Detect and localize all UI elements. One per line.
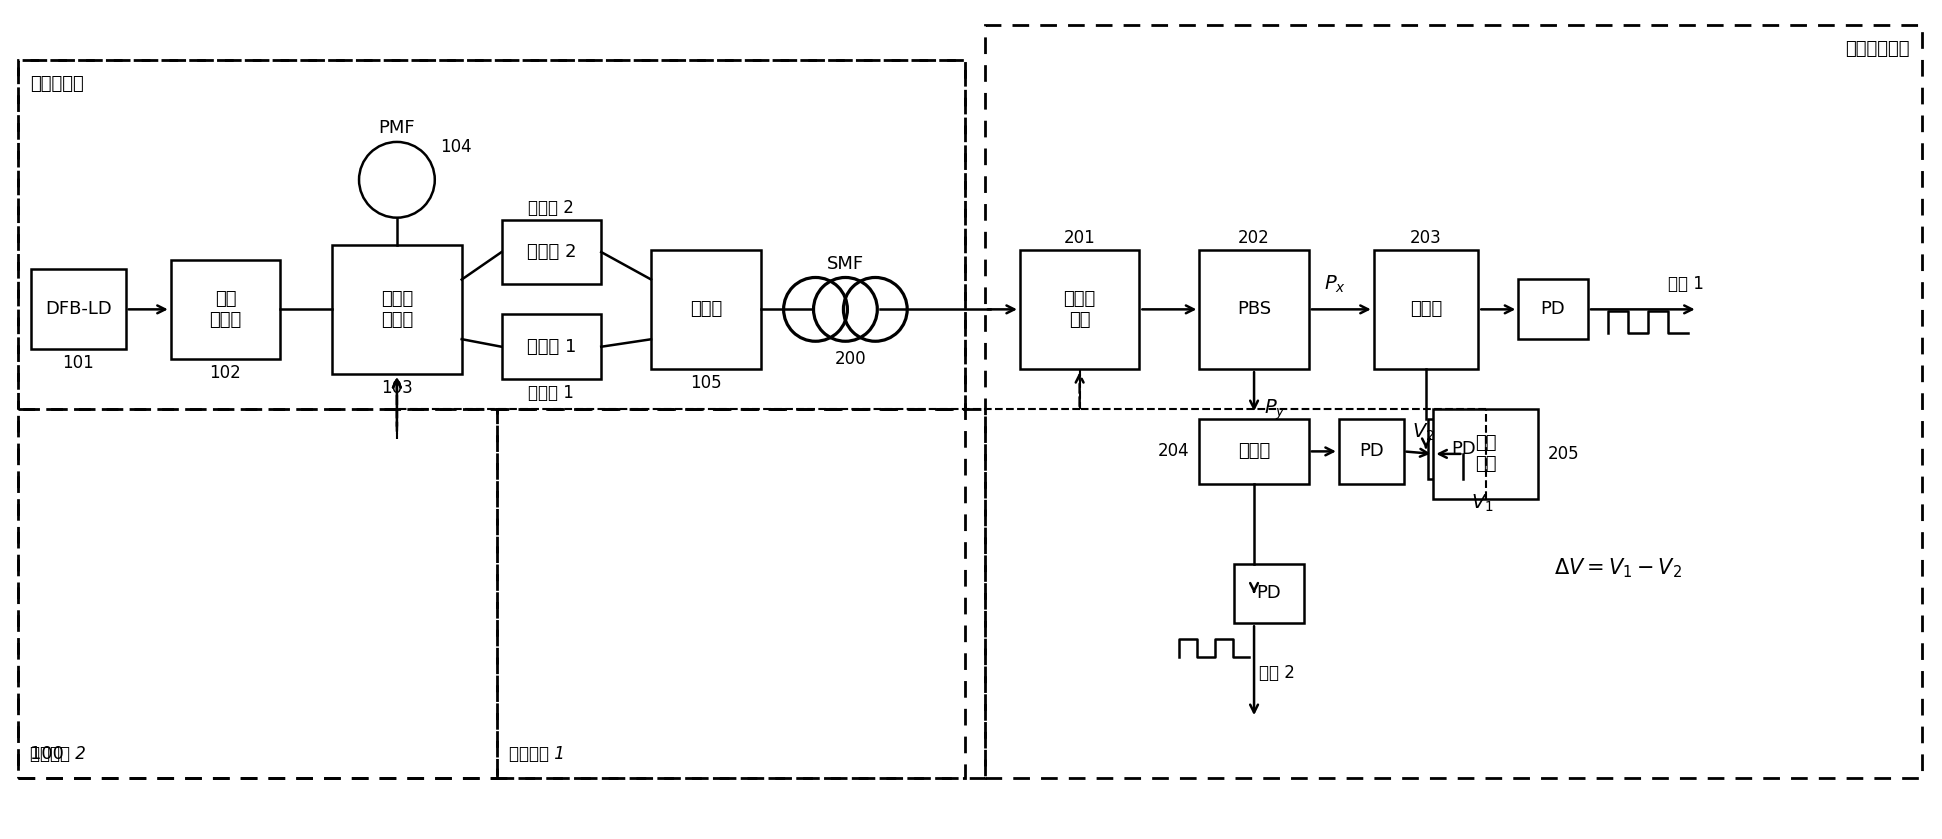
Text: 204: 204 <box>1157 442 1189 461</box>
Bar <box>1338 419 1404 484</box>
Text: 控制
电路: 控制 电路 <box>1476 435 1497 473</box>
Text: 耦合器: 耦合器 <box>1410 300 1443 318</box>
Text: 调制器 2: 调制器 2 <box>526 243 577 261</box>
Text: 104: 104 <box>439 138 472 156</box>
Text: 201: 201 <box>1064 228 1095 247</box>
Bar <box>501 315 602 379</box>
Bar <box>17 60 965 778</box>
Bar <box>1200 249 1309 369</box>
Text: PD: PD <box>1256 585 1282 602</box>
Text: PBS: PBS <box>1237 300 1272 318</box>
Text: 保偏
耦合器: 保偏 耦合器 <box>210 290 241 329</box>
Text: 偏振控
制器: 偏振控 制器 <box>1064 290 1095 329</box>
Text: 通道 1: 通道 1 <box>1668 275 1703 294</box>
Text: 耦合器: 耦合器 <box>1237 442 1270 461</box>
Text: 反馈控制 1: 反馈控制 1 <box>509 745 565 763</box>
Bar <box>985 25 1923 778</box>
Text: 法拉第
旋转片: 法拉第 旋转片 <box>381 290 414 329</box>
Bar <box>651 249 761 369</box>
Text: $V_2$: $V_2$ <box>1412 422 1433 444</box>
Text: $V_1$: $V_1$ <box>1472 492 1493 514</box>
Text: SMF: SMF <box>827 254 864 273</box>
Bar <box>497 409 985 778</box>
Text: 102: 102 <box>210 364 241 382</box>
Text: PD: PD <box>1540 300 1565 318</box>
Text: DFB-LD: DFB-LD <box>45 300 113 318</box>
Bar <box>17 409 497 778</box>
Text: 通道 2: 通道 2 <box>1258 664 1295 682</box>
Text: $P_x$: $P_x$ <box>1324 274 1346 295</box>
Bar <box>332 245 462 374</box>
Text: 偏振解复用端: 偏振解复用端 <box>1845 40 1909 58</box>
Text: 105: 105 <box>689 374 722 392</box>
Text: 200: 200 <box>835 350 866 368</box>
Text: $\Delta V=V_1-V_2$: $\Delta V=V_1-V_2$ <box>1554 557 1682 581</box>
Bar <box>1429 419 1497 479</box>
Text: 205: 205 <box>1548 445 1579 463</box>
Bar <box>1373 249 1478 369</box>
Bar <box>17 60 965 409</box>
Text: 反馈控制 2: 反馈控制 2 <box>31 745 85 763</box>
Text: PD: PD <box>1451 440 1476 458</box>
Bar <box>1020 249 1140 369</box>
Bar <box>31 269 126 349</box>
Text: 203: 203 <box>1410 228 1441 247</box>
Text: 偏振复用端: 偏振复用端 <box>31 76 84 93</box>
Bar <box>1233 564 1303 623</box>
Bar <box>1200 419 1309 484</box>
Text: 100: 100 <box>31 745 64 763</box>
Text: PMF: PMF <box>379 119 416 137</box>
Text: 耦合器: 耦合器 <box>689 300 722 318</box>
Bar <box>501 220 602 284</box>
Text: 101: 101 <box>62 354 95 373</box>
Text: 202: 202 <box>1239 228 1270 247</box>
Text: $P_y$: $P_y$ <box>1264 397 1286 421</box>
Text: 调制器 1: 调制器 1 <box>526 338 577 356</box>
Text: 调制器 1: 调制器 1 <box>528 384 575 402</box>
Text: 103: 103 <box>381 379 414 397</box>
Bar <box>1519 279 1589 339</box>
Text: PD: PD <box>1359 442 1383 461</box>
Bar <box>1433 409 1538 498</box>
Text: 调制器 2: 调制器 2 <box>528 199 575 216</box>
Bar <box>171 259 280 359</box>
